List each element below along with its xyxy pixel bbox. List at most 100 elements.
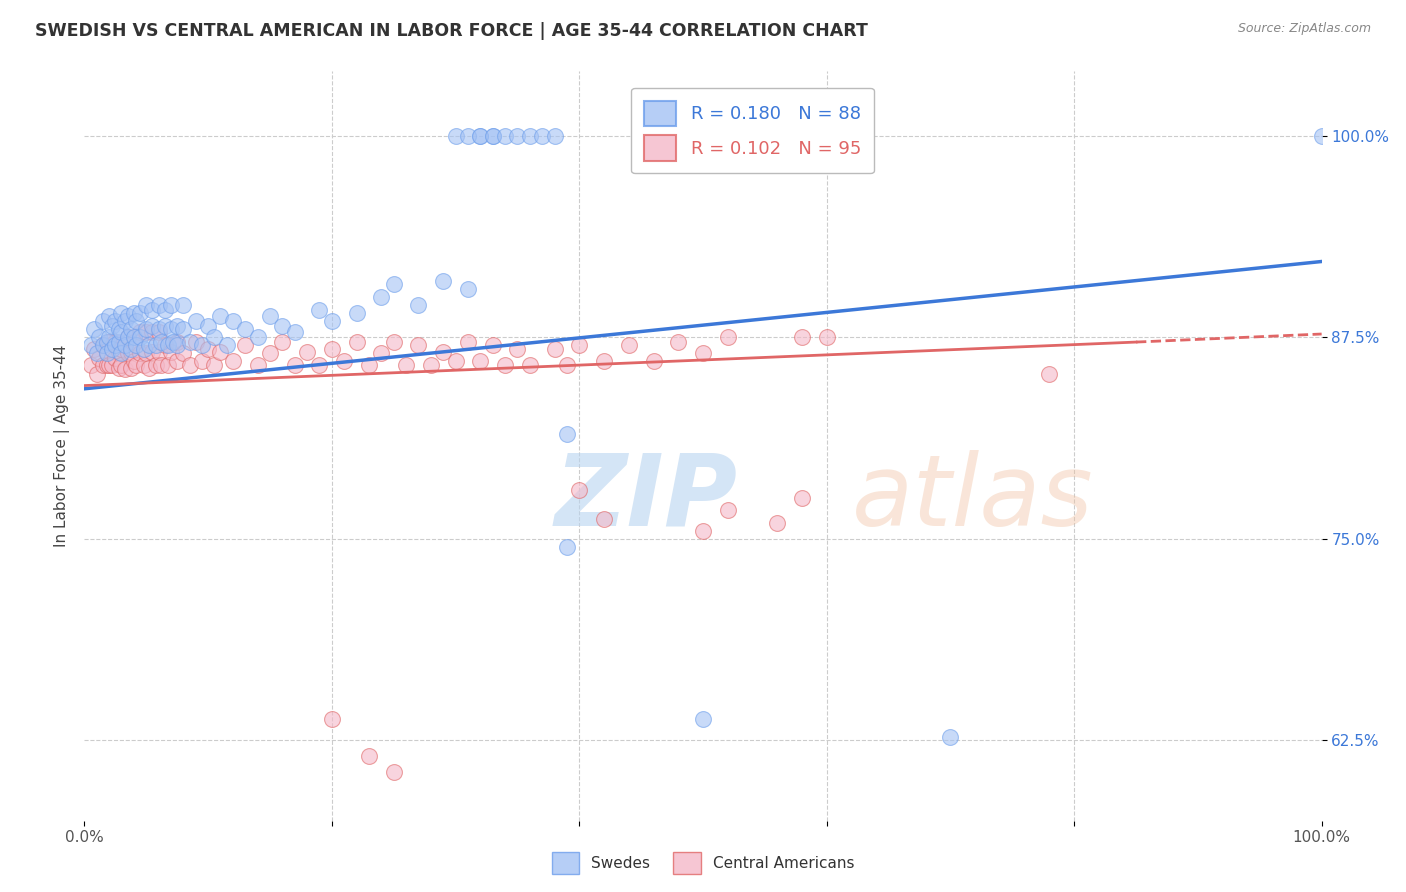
Point — [150, 334, 173, 349]
Point — [346, 306, 368, 320]
Point — [120, 322, 142, 336]
Point — [202, 358, 225, 372]
Point — [141, 318, 163, 333]
Point — [790, 491, 813, 506]
Point — [357, 749, 380, 764]
Point — [692, 524, 714, 538]
Point — [692, 712, 714, 726]
Point — [246, 358, 269, 372]
Point — [160, 322, 183, 336]
Point — [408, 338, 430, 352]
Point — [457, 334, 479, 349]
Point — [148, 322, 170, 336]
Point — [141, 326, 163, 340]
Point — [129, 306, 152, 320]
Point — [129, 326, 152, 340]
Point — [104, 351, 127, 366]
Point — [157, 338, 180, 352]
Point — [346, 334, 368, 349]
Point — [135, 326, 157, 340]
Point — [692, 346, 714, 360]
Point — [89, 330, 111, 344]
Point — [79, 358, 101, 372]
Point — [166, 318, 188, 333]
Point — [98, 358, 121, 372]
Point — [117, 346, 139, 360]
Point — [108, 334, 131, 349]
Point — [114, 362, 136, 376]
Point — [129, 346, 152, 360]
Point — [284, 358, 307, 372]
Point — [98, 330, 121, 344]
Point — [153, 318, 176, 333]
Point — [568, 483, 591, 498]
Point — [117, 310, 139, 324]
Point — [432, 344, 454, 359]
Point — [117, 330, 139, 344]
Point — [104, 334, 127, 349]
Point — [110, 346, 132, 360]
Point — [432, 274, 454, 288]
Point — [120, 342, 142, 356]
Point — [470, 128, 492, 143]
Point — [100, 358, 122, 372]
Point — [166, 338, 188, 352]
Point — [519, 128, 541, 143]
Point — [184, 314, 207, 328]
Point — [470, 128, 492, 143]
Point — [233, 338, 256, 352]
Point — [91, 358, 114, 372]
Point — [470, 354, 492, 368]
Point — [382, 277, 405, 291]
Point — [91, 338, 114, 352]
Point — [96, 334, 118, 349]
Point — [166, 354, 188, 368]
Point — [271, 318, 294, 333]
Point — [125, 338, 148, 352]
Point — [157, 358, 180, 372]
Point — [1310, 128, 1333, 143]
Point — [457, 282, 479, 296]
Point — [91, 338, 114, 352]
Point — [481, 338, 503, 352]
Point — [145, 338, 167, 352]
Point — [321, 712, 343, 726]
Point — [104, 338, 127, 352]
Point — [717, 502, 740, 516]
Point — [617, 338, 640, 352]
Point — [122, 354, 145, 368]
Point — [568, 338, 591, 352]
Point — [308, 358, 330, 372]
Point — [395, 358, 418, 372]
Point — [494, 128, 516, 143]
Point — [202, 330, 225, 344]
Point — [153, 302, 176, 317]
Point — [96, 358, 118, 372]
Point — [110, 306, 132, 320]
Point — [135, 322, 157, 336]
Point — [308, 302, 330, 317]
Point — [370, 290, 392, 304]
Point — [138, 360, 160, 375]
Point — [98, 334, 121, 349]
Text: Source: ZipAtlas.com: Source: ZipAtlas.com — [1237, 22, 1371, 36]
Point — [295, 344, 318, 359]
Point — [666, 334, 689, 349]
Point — [506, 128, 529, 143]
Point — [555, 358, 578, 372]
Point — [643, 354, 665, 368]
Point — [457, 128, 479, 143]
Point — [122, 330, 145, 344]
Point — [120, 344, 142, 359]
Point — [86, 368, 108, 382]
Point — [172, 322, 194, 336]
Point — [148, 298, 170, 312]
Point — [506, 342, 529, 356]
Point — [150, 358, 173, 372]
Point — [100, 318, 122, 333]
Point — [543, 128, 565, 143]
Point — [370, 346, 392, 360]
Point — [179, 358, 201, 372]
Point — [98, 310, 121, 324]
Point — [494, 358, 516, 372]
